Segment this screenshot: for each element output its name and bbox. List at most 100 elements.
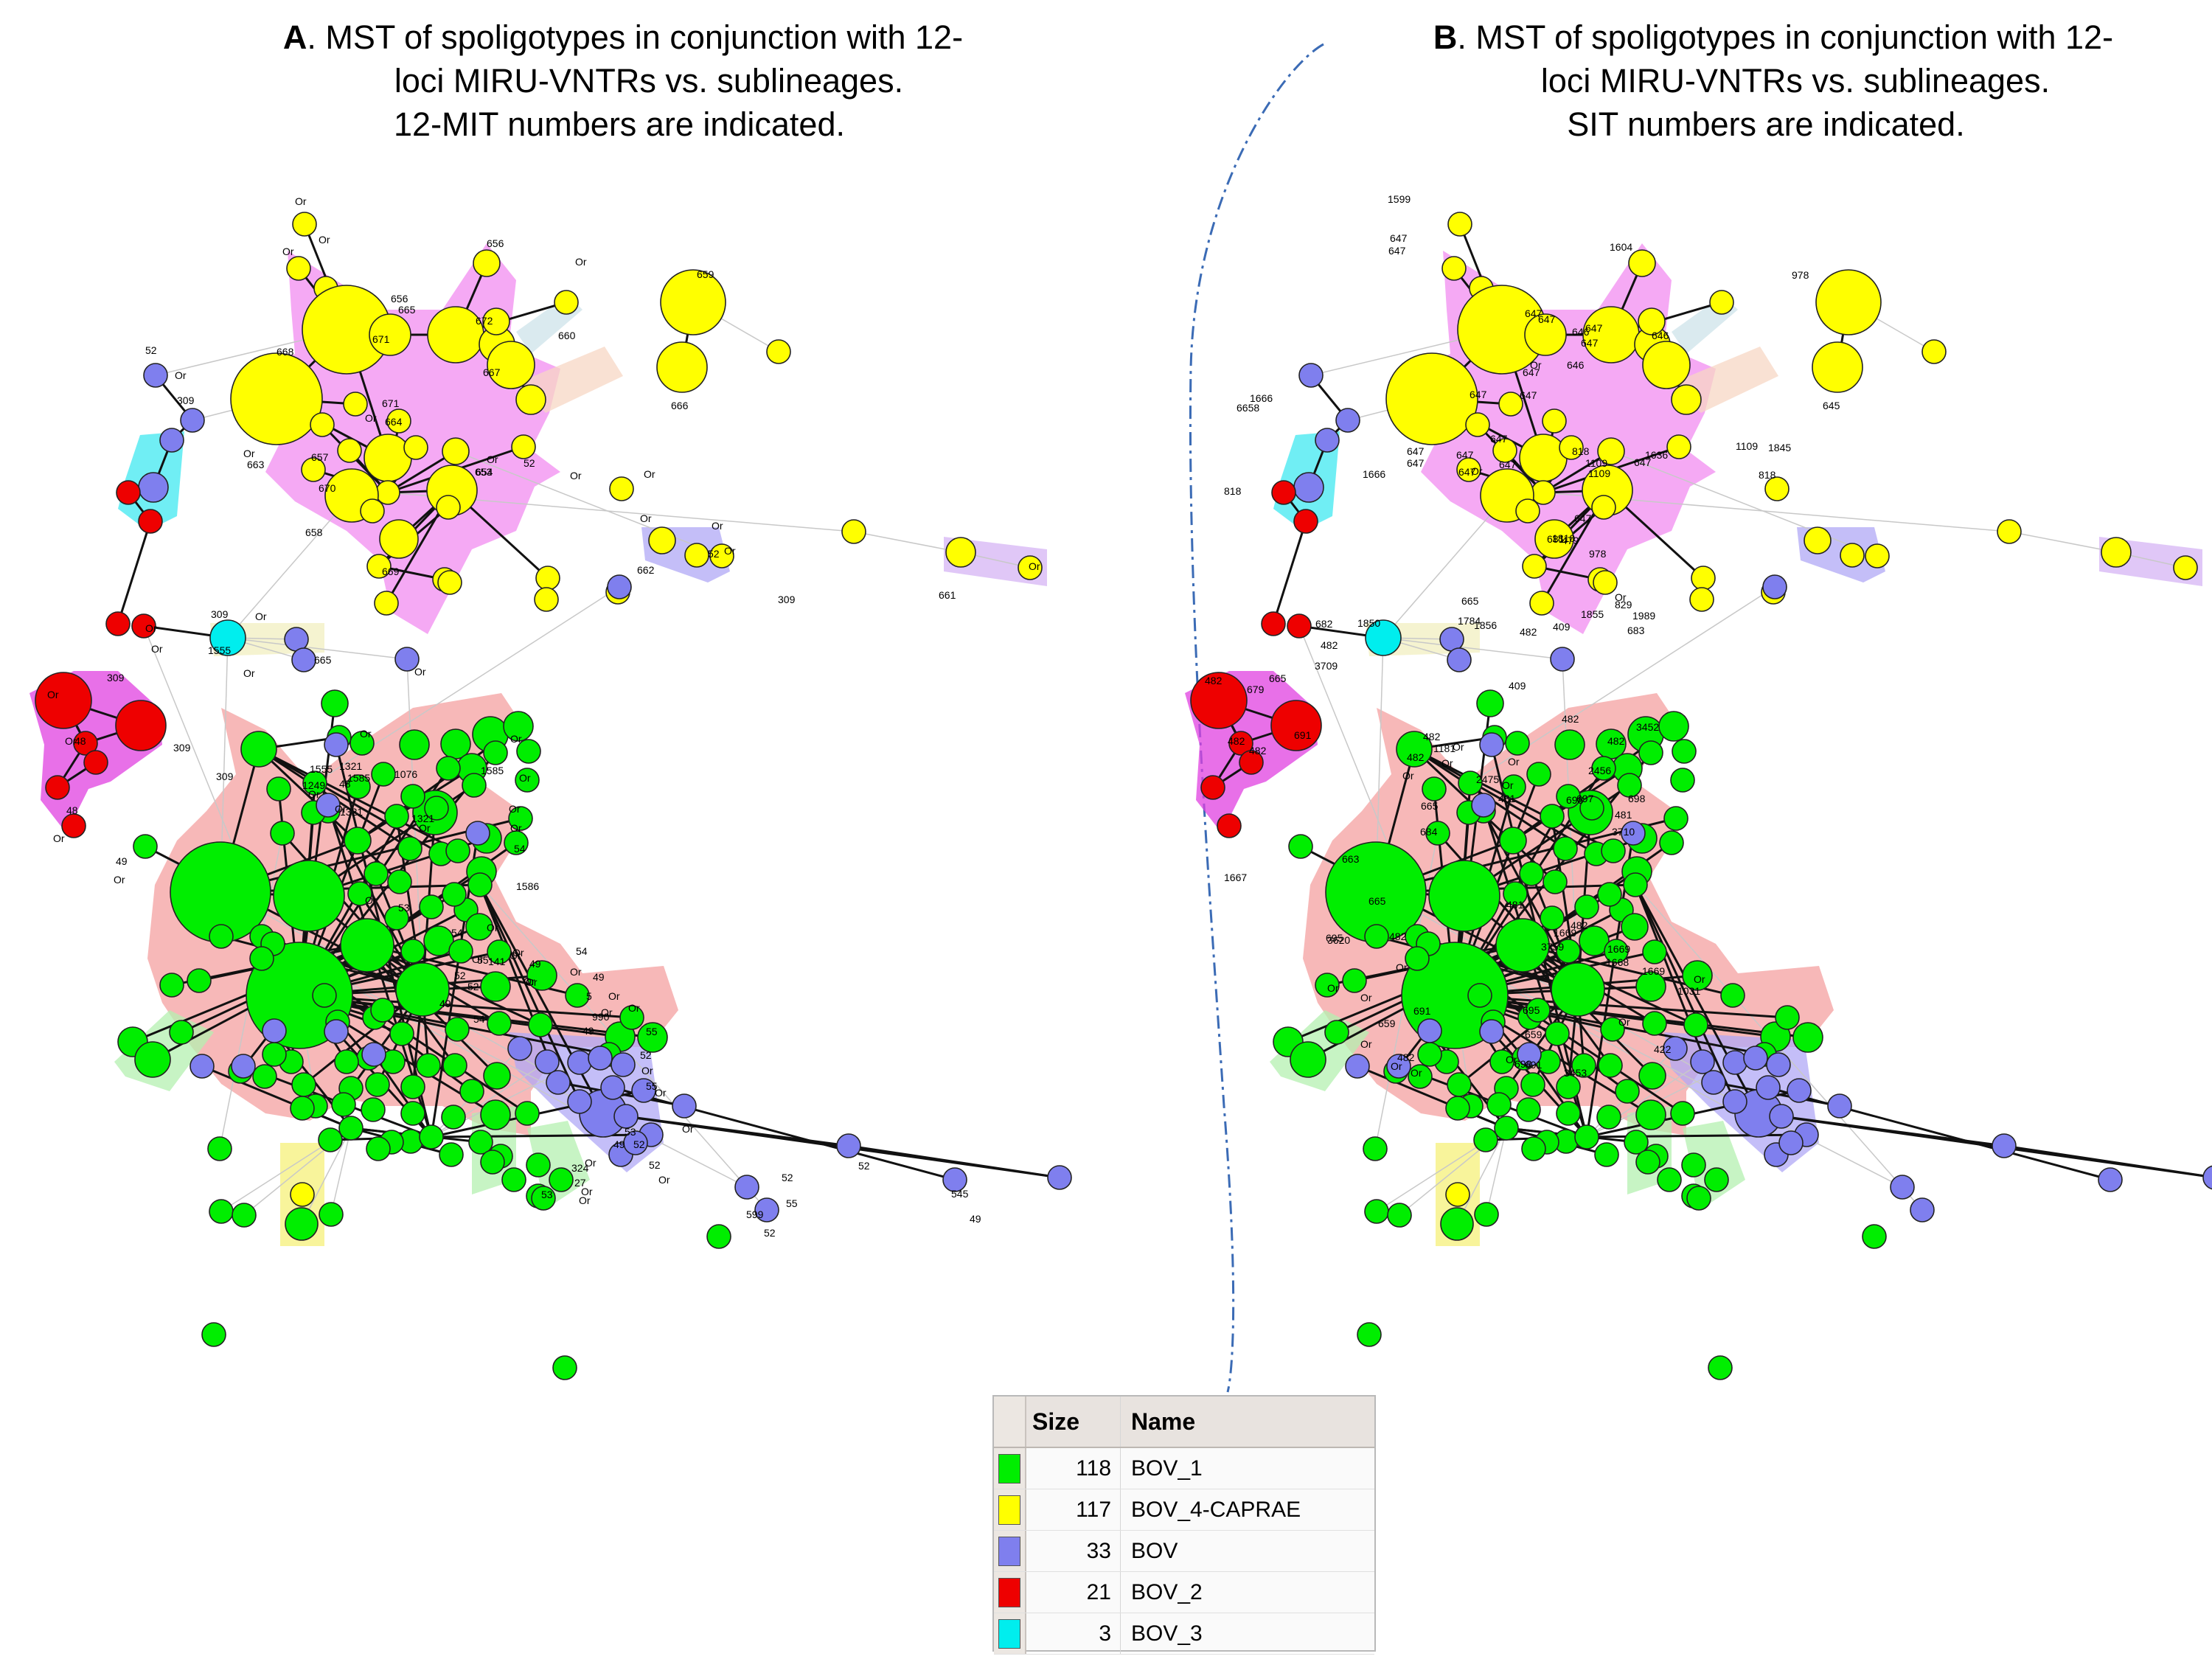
spoligotype-node[interactable] [515,384,546,415]
spoligotype-node[interactable] [2173,555,2198,580]
spoligotype-node[interactable] [284,627,309,652]
spoligotype-node[interactable] [1440,1207,1474,1241]
spoligotype-node[interactable] [526,1152,551,1178]
spoligotype-node[interactable] [945,537,976,568]
spoligotype-node[interactable] [1519,861,1544,886]
spoligotype-node[interactable] [609,476,634,501]
spoligotype-node[interactable] [448,939,473,964]
spoligotype-node[interactable] [1270,700,1322,751]
spoligotype-node[interactable] [1582,306,1640,364]
spoligotype-node[interactable] [331,1092,356,1117]
spoligotype-node[interactable] [291,647,316,672]
spoligotype-node[interactable] [1505,731,1530,756]
spoligotype-node[interactable] [483,740,508,765]
spoligotype-node[interactable] [397,836,422,861]
spoligotype-node[interactable] [1596,1105,1621,1130]
spoligotype-node[interactable] [1290,1041,1326,1078]
spoligotype-node[interactable] [1635,971,1666,1002]
spoligotype-node[interactable] [189,1054,215,1079]
spoligotype-node[interactable] [424,796,449,821]
spoligotype-node[interactable] [400,939,425,964]
spoligotype-node[interactable] [61,813,86,838]
spoligotype-node[interactable] [419,894,444,919]
spoligotype-node[interactable] [1498,392,1523,417]
spoligotype-node[interactable] [209,1199,234,1224]
spoligotype-node[interactable] [360,498,385,524]
spoligotype-node[interactable] [1764,476,1790,501]
spoligotype-node[interactable] [290,1182,315,1207]
spoligotype-node[interactable] [487,341,535,389]
spoligotype-node[interactable] [1465,412,1490,437]
spoligotype-node[interactable] [672,1093,697,1119]
spoligotype-node[interactable] [1315,428,1340,453]
spoligotype-node[interactable] [534,587,559,612]
spoligotype-node[interactable] [1722,1050,1747,1075]
spoligotype-node[interactable] [187,968,212,993]
spoligotype-node[interactable] [546,1070,571,1095]
spoligotype-node[interactable] [554,290,579,315]
spoligotype-node[interactable] [230,352,323,445]
spoligotype-node[interactable] [1540,804,1565,829]
spoligotype-node[interactable] [1642,341,1691,389]
spoligotype-node[interactable] [503,711,534,742]
spoligotype-node[interactable] [1551,962,1605,1017]
spoligotype-node[interactable] [207,1136,232,1161]
spoligotype-node[interactable] [337,438,362,463]
spoligotype-node[interactable] [1840,543,1865,568]
spoligotype-node[interactable] [1621,821,1646,846]
spoligotype-node[interactable] [1554,729,1585,760]
spoligotype-node[interactable] [483,1062,511,1090]
spoligotype-node[interactable] [1574,894,1599,919]
spoligotype-node[interactable] [347,881,372,906]
spoligotype-node[interactable] [316,793,341,818]
spoligotype-node[interactable] [2202,1165,2212,1190]
spoligotype-node[interactable] [1659,830,1684,855]
spoligotype-node[interactable] [379,519,419,559]
spoligotype-node[interactable] [637,1022,668,1053]
spoligotype-node[interactable] [1529,591,1554,616]
spoligotype-node[interactable] [361,1097,386,1122]
spoligotype-node[interactable] [1425,821,1450,846]
spoligotype-node[interactable] [1862,1224,1887,1249]
spoligotype-node[interactable] [1921,339,1947,364]
spoligotype-node[interactable] [1628,249,1656,277]
spoligotype-node[interactable] [1865,543,1890,568]
spoligotype-node[interactable] [1447,647,1472,672]
spoligotype-node[interactable] [1228,731,1253,756]
spoligotype-node[interactable] [35,672,92,729]
spoligotype-node[interactable] [286,256,311,281]
spoligotype-node[interactable] [1357,1322,1382,1347]
spoligotype-node[interactable] [1992,1133,2017,1158]
spoligotype-node[interactable] [338,1116,364,1141]
spoligotype-node[interactable] [709,543,734,568]
spoligotype-node[interactable] [83,750,108,775]
spoligotype-node[interactable] [552,1355,577,1380]
spoligotype-node[interactable] [416,1053,441,1078]
spoligotype-node[interactable] [1526,762,1551,787]
spoligotype-node[interactable] [1598,1053,1623,1078]
spoligotype-node[interactable] [1540,905,1565,931]
legend-header-name[interactable]: Name [1131,1408,1196,1435]
spoligotype-node[interactable] [1787,1078,1812,1103]
legend-row[interactable]: 117 BOV_4-CAPRAE [994,1489,1374,1531]
spoligotype-node[interactable] [588,1046,613,1071]
spoligotype-node[interactable] [487,1011,512,1036]
spoligotype-node[interactable] [1543,869,1568,894]
spoligotype-node[interactable] [1298,363,1324,388]
spoligotype-node[interactable] [442,882,467,907]
spoligotype-node[interactable] [1387,1203,1412,1228]
spoligotype-node[interactable] [480,1099,511,1130]
spoligotype-node[interactable] [1642,939,1667,964]
spoligotype-node[interactable] [365,1072,390,1097]
spoligotype-node[interactable] [400,1101,425,1126]
spoligotype-node[interactable] [252,1064,277,1089]
spoligotype-node[interactable] [369,313,411,356]
spoligotype-node[interactable] [1682,960,1713,991]
spoligotype-node[interactable] [1521,1136,1546,1161]
spoligotype-node[interactable] [1239,750,1264,775]
spoligotype-node[interactable] [1762,574,1787,599]
spoligotype-node[interactable] [1683,1012,1708,1037]
spoligotype-node[interactable] [1405,946,1430,971]
spoligotype-node[interactable] [312,983,337,1008]
spoligotype-node[interactable] [942,1167,967,1192]
